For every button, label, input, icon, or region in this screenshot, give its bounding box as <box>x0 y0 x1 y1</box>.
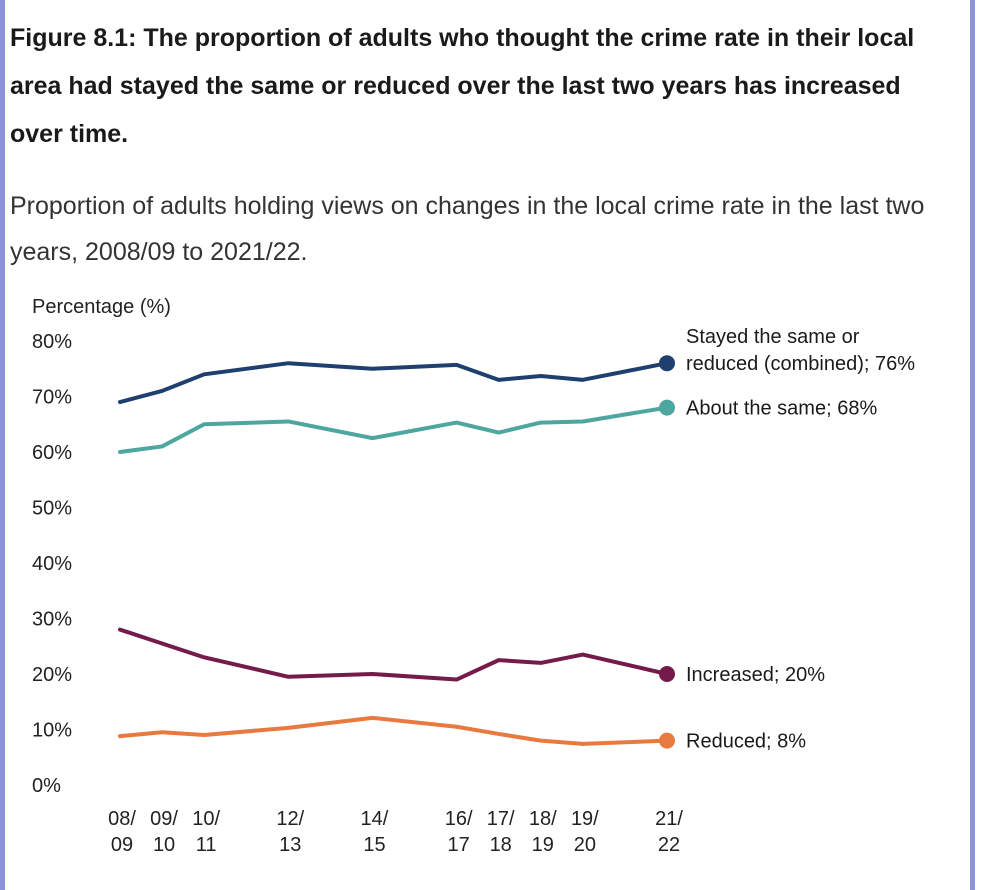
series-labels: Stayed the same or reduced (combined); 76… <box>686 326 915 752</box>
x-tick-label: 09 <box>111 834 133 856</box>
y-axis: Percentage (%) 0% 10% 20% 30% 40% 50% 60% 70% 80% <box>32 296 171 797</box>
left-frame-border <box>0 0 5 890</box>
series-line-increased <box>118 627 669 682</box>
x-tick-label: 10/ <box>192 808 220 830</box>
line-chart: Percentage (%) 0% 10% 20% 30% 40% 50% 60% 70% 80%… <box>32 296 915 856</box>
x-tick-label: 20 <box>574 834 596 856</box>
x-tick-label: 17/ <box>487 808 515 830</box>
x-tick-label: 19/ <box>571 808 599 830</box>
series-label-increased: Increased; 20% <box>686 664 825 686</box>
x-tick-label: 10 <box>153 834 175 856</box>
x-tick-label: 17 <box>447 834 469 856</box>
right-frame-border <box>970 0 975 890</box>
x-tick-label: 13 <box>279 834 301 856</box>
series-label-combined: Stayed the same or <box>686 326 860 348</box>
x-tick-label: 22 <box>658 834 680 856</box>
y-tick-label: 30% <box>32 609 72 631</box>
x-tick-label: 19 <box>532 834 554 856</box>
y-tick-label: 0% <box>32 775 61 797</box>
series-label-combined: reduced (combined); 76% <box>686 353 915 375</box>
y-axis-title: Percentage (%) <box>32 296 171 318</box>
figure-title: Figure 8.1: The proportion of adults who… <box>10 24 915 148</box>
series-end-marker-increased <box>659 666 675 682</box>
series-line-combined <box>118 361 669 405</box>
x-axis: 08/09 09/10 10/11 12/13 14/15 16/17 17/18 18/19… <box>108 808 683 856</box>
x-tick-label: 11 <box>196 834 217 856</box>
series-end-marker-same <box>659 399 675 416</box>
y-tick-label: 10% <box>32 720 72 742</box>
series-label-same: About the same; 68% <box>686 398 877 420</box>
series-end-marker-combined <box>659 355 675 372</box>
x-tick-label: 08/ <box>108 808 136 830</box>
y-tick-label: 70% <box>32 387 72 409</box>
series-line-reduced <box>118 715 669 746</box>
y-tick-label: 60% <box>32 442 72 464</box>
y-tick-label: 50% <box>32 498 72 520</box>
x-tick-label: 09/ <box>150 808 178 830</box>
x-tick-label: 21/ <box>655 808 683 830</box>
series-line-same <box>118 405 669 454</box>
series-label-reduced: Reduced; 8% <box>686 731 806 753</box>
x-tick-label: 12/ <box>276 808 304 830</box>
y-tick-label: 20% <box>32 664 72 686</box>
x-tick-label: 18/ <box>529 808 557 830</box>
series-end-marker-reduced <box>659 732 675 749</box>
figure-subtitle: Proportion of adults holding views on ch… <box>10 192 925 266</box>
series-layer <box>118 355 675 749</box>
x-tick-label: 16/ <box>445 808 473 830</box>
x-tick-label: 15 <box>363 834 385 856</box>
x-tick-label: 14/ <box>361 808 389 830</box>
y-tick-label: 80% <box>32 331 72 353</box>
y-tick-label: 40% <box>32 553 72 575</box>
x-tick-label: 18 <box>490 834 512 856</box>
